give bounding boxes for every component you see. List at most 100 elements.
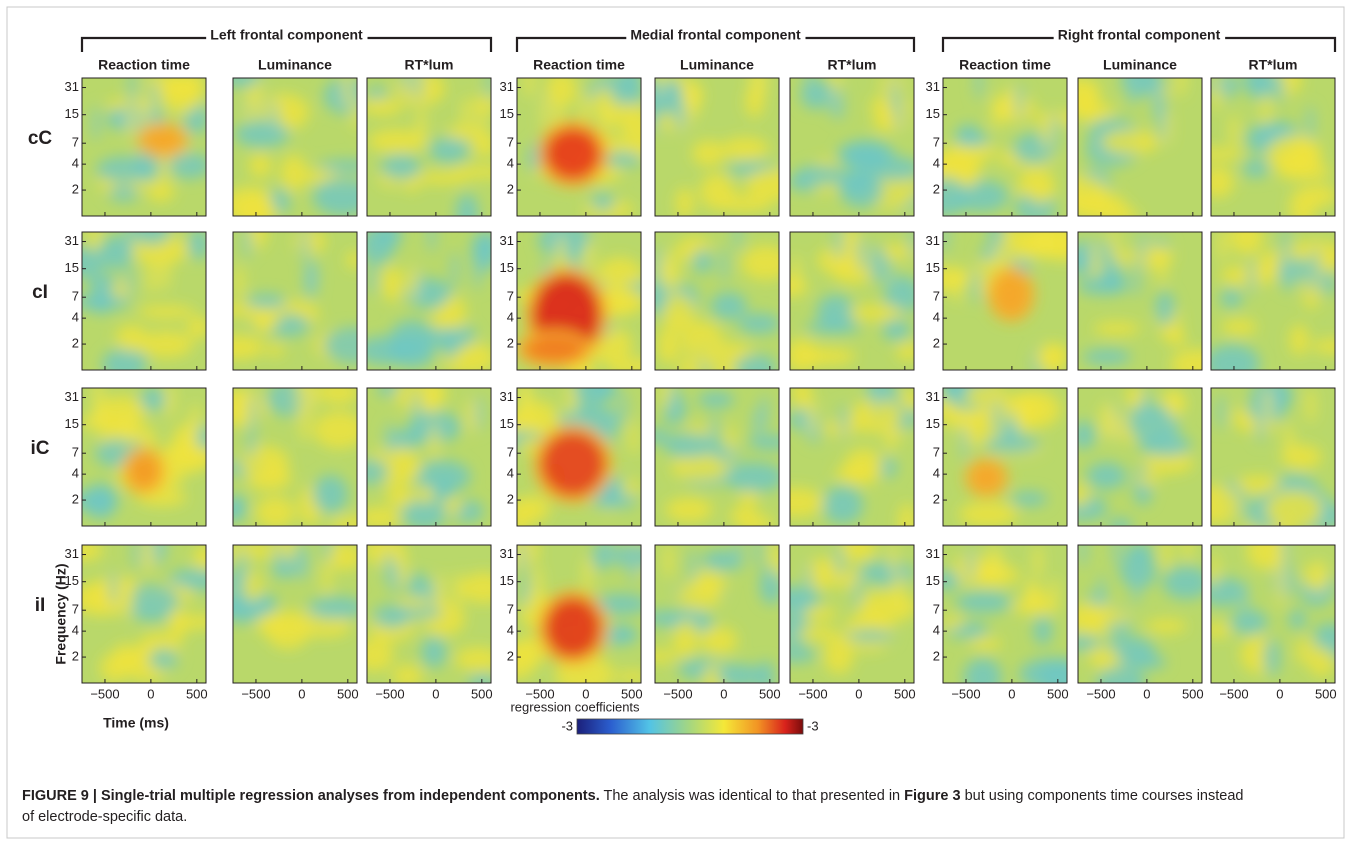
y-tick-label: 31 [500,233,514,248]
texture-blob [1099,262,1125,292]
y-tick-label: 15 [926,573,940,588]
panel-frame [232,544,358,684]
panel-frame [942,544,1068,684]
panel-frame [516,544,642,684]
texture-streak [436,572,445,609]
texture-blob [718,194,773,212]
texture-streak [243,232,252,260]
y-tick-label: 2 [933,336,940,351]
y-tick-label: 31 [65,546,79,561]
y-tick-label: 31 [926,546,940,561]
texture-streak [132,545,141,571]
texture-blob [1211,485,1241,524]
texture-blob [87,273,118,292]
texture-streak [1157,85,1166,122]
texture-blob [188,232,206,261]
texture-blob [455,193,479,216]
heatmap-texture [655,78,779,216]
heatmap-texture [233,78,357,216]
texture-streak [836,85,845,122]
y-tick-label: 4 [507,156,514,171]
texture-streak [909,232,914,261]
texture-blob [122,584,181,622]
texture-streak [758,78,767,99]
x-tick-label: 500 [1182,686,1204,701]
heatmap [1078,388,1202,526]
texture-blob [428,136,470,164]
heatmap [943,232,1067,370]
heatmap [790,545,914,683]
texture-blob [106,97,163,112]
texture-blob [1211,147,1244,161]
texture-blob [1136,472,1160,487]
heatmap [943,545,1067,683]
texture-streak [123,410,132,447]
texture-blob [346,250,357,270]
texture-streak [1008,408,1017,445]
y-tick-label: 31 [926,79,940,94]
texture-blob [1142,452,1194,474]
texture-blob [1033,616,1053,645]
texture-blob [545,78,577,108]
texture-streak [427,576,436,613]
texture-streak [1264,388,1273,424]
texture-blob [1266,134,1321,173]
texture-blob [657,326,680,364]
texture-blob [745,85,764,118]
panel-frame [942,387,1068,527]
panel-frame [232,77,358,217]
texture-streak [1183,545,1192,564]
y-tick-label: 15 [500,106,514,121]
heatmap-texture [790,78,914,212]
texture-streak [1042,114,1051,151]
texture-streak [1015,83,1024,120]
texture-blob [417,486,434,504]
heatmap-texture [1211,388,1335,526]
texture-streak [992,397,1001,434]
texture-streak [1168,420,1177,457]
texture-streak [1113,545,1122,568]
panel-frame [1210,77,1336,217]
heatmap [1211,232,1335,370]
texture-blob [1128,405,1180,443]
y-tick-label: 2 [72,182,79,197]
texture-blob [1011,599,1058,615]
bracket [80,36,493,52]
row-label: iI [35,595,46,616]
y-tick-label: 31 [65,389,79,404]
texture-blob [1170,348,1202,370]
texture-blob [1313,623,1335,647]
panel-frame [366,387,492,527]
y-tick-label: 4 [507,310,514,325]
y-tick-label: 7 [507,289,514,304]
y-tick-label: 7 [933,445,940,460]
texture-streak [733,232,742,252]
texture-streak [1212,78,1221,112]
column-title: RT*lum [1249,57,1298,73]
texture-streak [618,389,627,426]
texture-blob [401,496,448,526]
texture-streak [1217,394,1226,431]
panel-frame [654,544,780,684]
texture-streak [1110,232,1119,261]
texture-blob [592,388,617,401]
texture-streak [774,545,779,579]
texture-blob [367,129,428,153]
texture-blob [790,487,825,518]
texture-blob [312,177,357,216]
texture-blob [1078,421,1096,450]
texture-blob [665,497,713,522]
texture-streak [166,388,175,419]
x-tick-label: 0 [1143,686,1150,701]
texture-blob [380,154,422,180]
texture-streak [540,94,549,131]
y-tick-label: 31 [65,233,79,248]
texture-blob [795,164,846,186]
texture-streak [1033,545,1042,580]
texture-blob [1301,563,1329,591]
texture-streak [451,251,460,288]
texture-blob [792,388,812,409]
x-tick-label: 0 [147,686,154,701]
